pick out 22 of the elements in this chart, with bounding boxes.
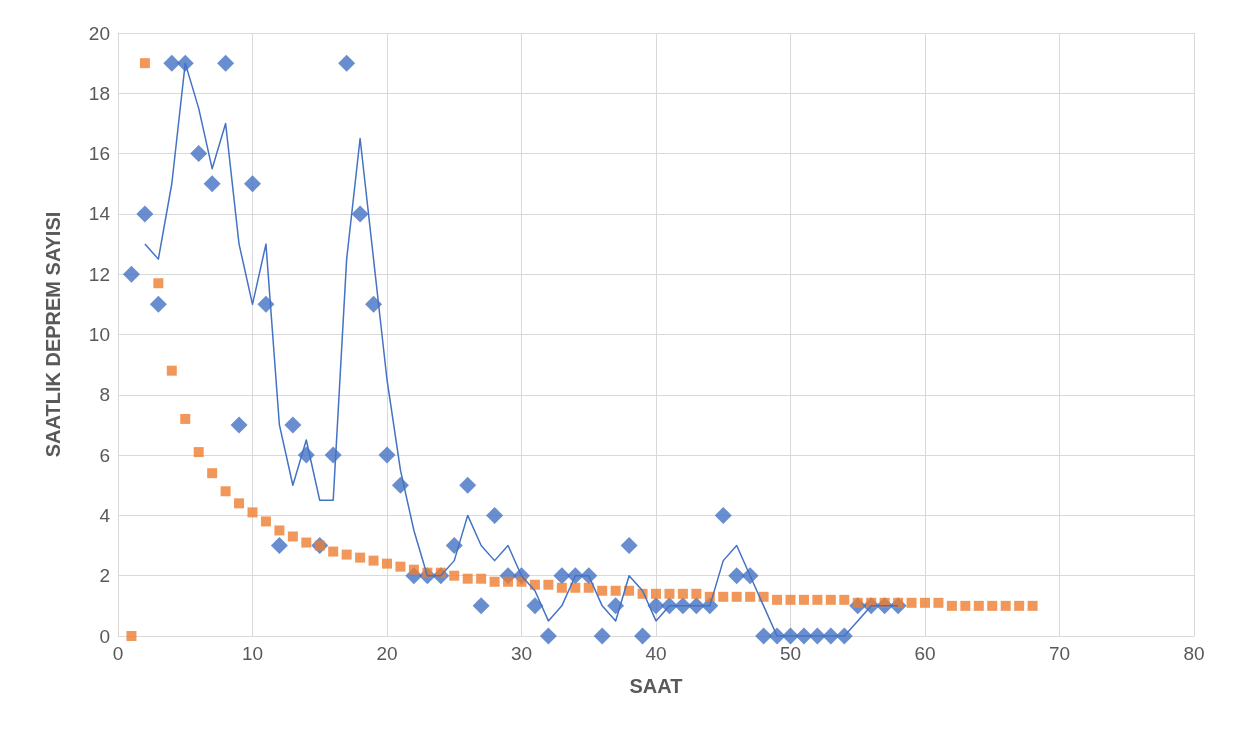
x-tick-label: 50 bbox=[779, 643, 802, 664]
y-tick-label: 4 bbox=[99, 504, 111, 526]
x-tick-label: 0 bbox=[112, 643, 124, 664]
x-tick-label: 30 bbox=[510, 643, 533, 664]
y-tick-label: 8 bbox=[99, 384, 110, 406]
y-tick-label: 10 bbox=[88, 324, 110, 345]
y-tick-label: 14 bbox=[88, 203, 111, 225]
y-tick-label: 18 bbox=[88, 82, 110, 104]
y-tick-label: 0 bbox=[99, 625, 110, 647]
x-tick-label: 70 bbox=[1048, 643, 1071, 664]
y-tick-label: 16 bbox=[88, 143, 110, 165]
x-tick-label: 40 bbox=[645, 643, 667, 664]
x-tick-label: 60 bbox=[914, 643, 936, 664]
y-tick-label: 12 bbox=[88, 263, 110, 285]
y-tick-label: 6 bbox=[99, 444, 110, 466]
x-axis-title: SAAT bbox=[629, 675, 683, 697]
y-tick-label: 2 bbox=[99, 565, 110, 587]
x-tick-label: 10 bbox=[241, 643, 264, 664]
y-tick-label: 20 bbox=[88, 22, 110, 44]
x-tick-label: 80 bbox=[1183, 643, 1205, 664]
x-tick-label: 20 bbox=[376, 643, 398, 664]
y-axis-title: SAATLIK DEPREM SAYISI bbox=[42, 211, 64, 458]
